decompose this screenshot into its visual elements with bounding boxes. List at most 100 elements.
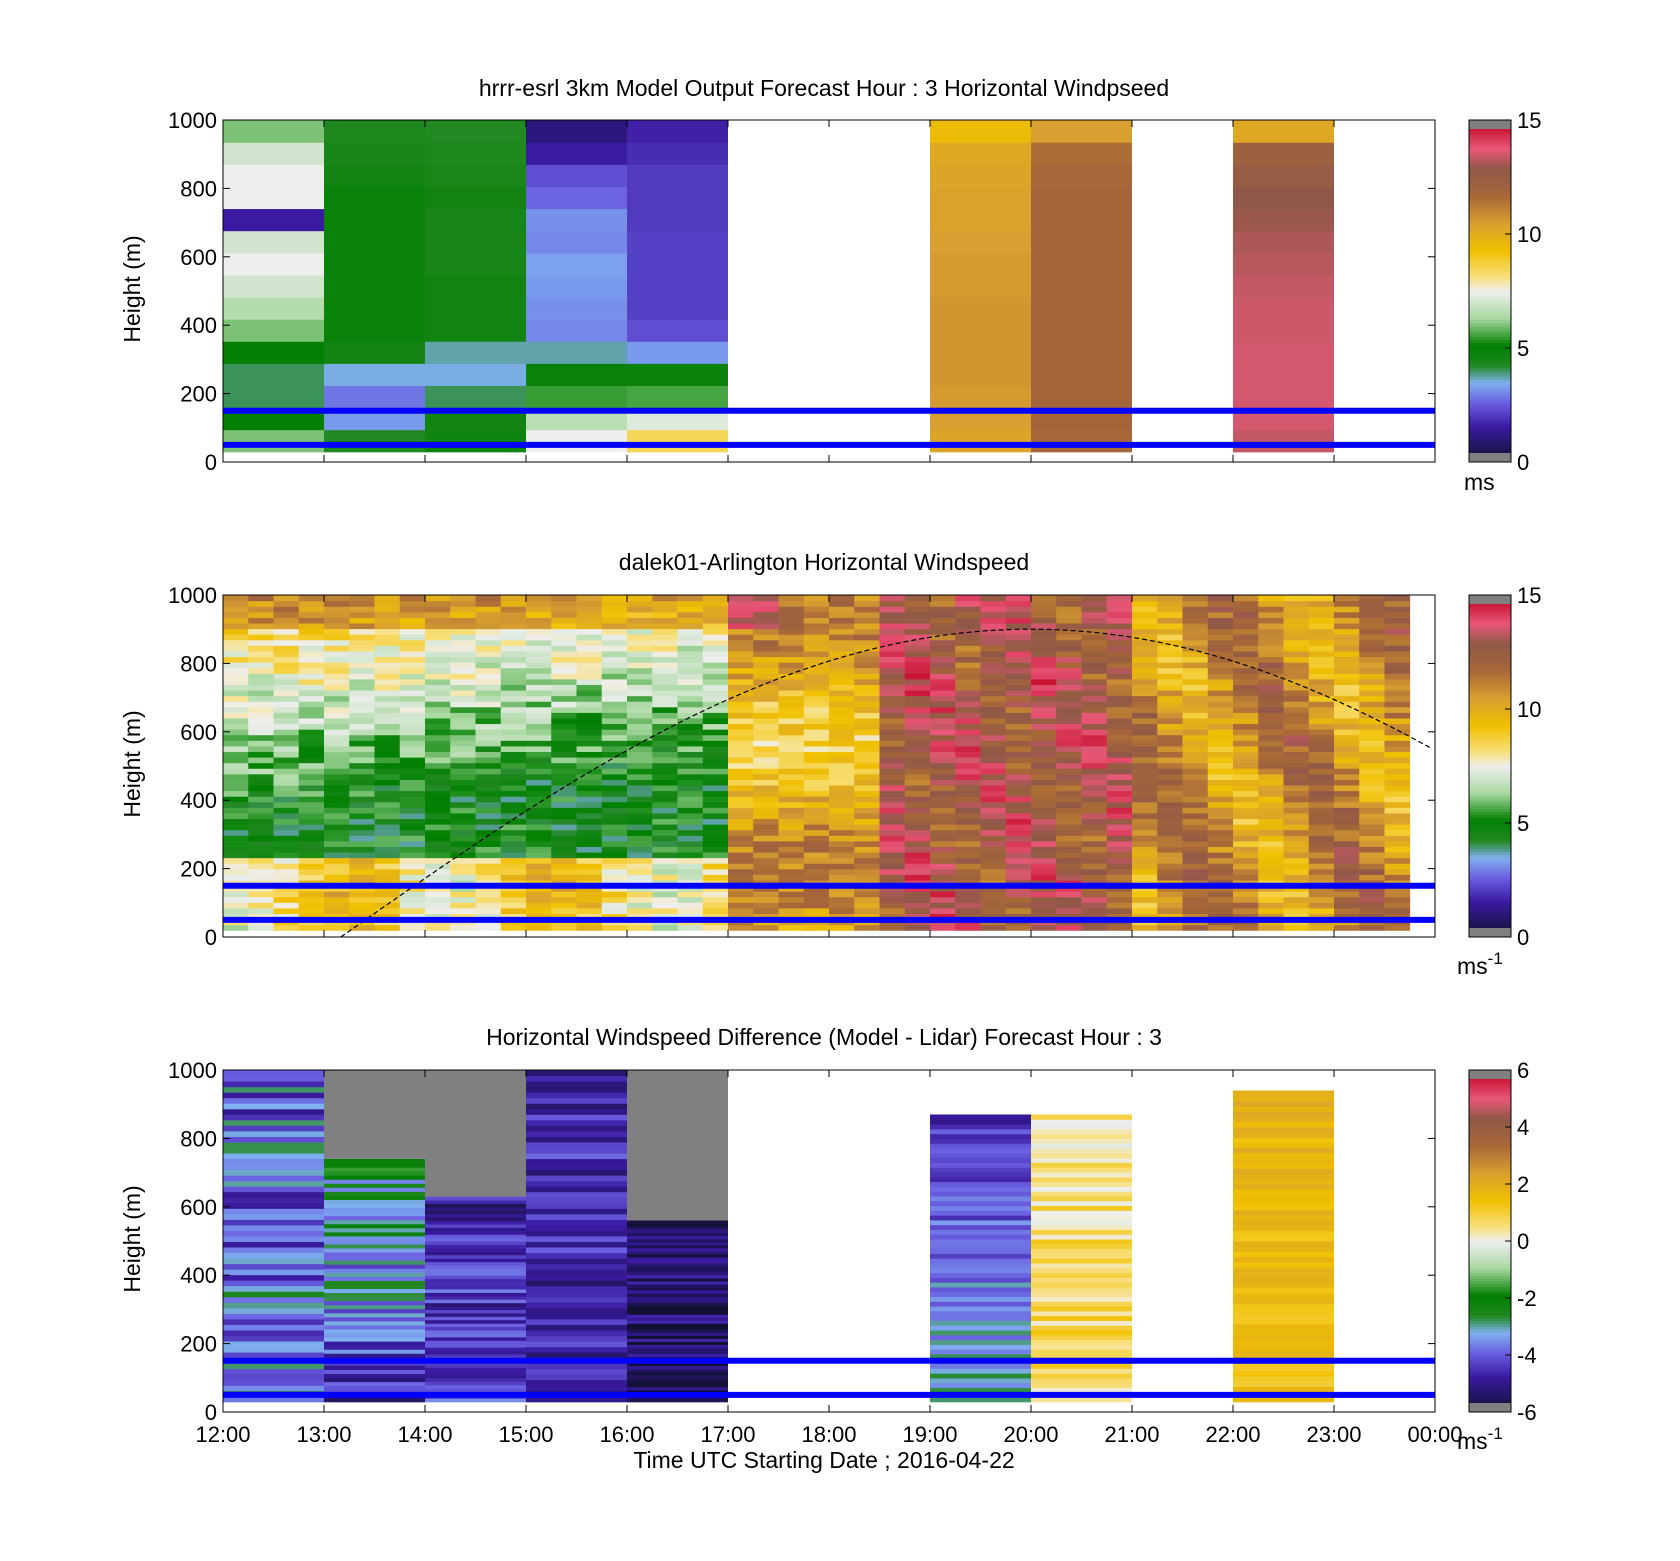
heatmap-cell bbox=[349, 840, 375, 847]
heatmap-cell bbox=[1132, 611, 1158, 618]
heatmap-cell bbox=[298, 756, 325, 764]
colorbar-segment bbox=[1469, 330, 1511, 335]
heatmap-cell bbox=[1334, 723, 1360, 730]
heatmap-cell bbox=[1233, 1116, 1334, 1123]
heatmap-cell bbox=[223, 274, 324, 298]
heatmap-cell bbox=[930, 606, 956, 613]
heatmap-cell bbox=[1308, 734, 1335, 741]
y-tick-label: 400 bbox=[180, 788, 217, 813]
heatmap-cell bbox=[1056, 701, 1082, 708]
heatmap-cell bbox=[576, 902, 603, 909]
heatmap-cell bbox=[601, 896, 628, 903]
heatmap-cell bbox=[248, 818, 274, 825]
heatmap-cell bbox=[248, 673, 274, 680]
heatmap-cell bbox=[425, 617, 451, 624]
colorbar-segment bbox=[1469, 442, 1511, 446]
heatmap-cell bbox=[803, 891, 830, 898]
heatmap-cell bbox=[425, 650, 451, 658]
heatmap-cell bbox=[1031, 1138, 1132, 1144]
heatmap-cell bbox=[803, 701, 830, 708]
heatmap-cell bbox=[1005, 874, 1032, 881]
heatmap-cell bbox=[1258, 634, 1284, 641]
heatmap-cell bbox=[1233, 1240, 1334, 1247]
heatmap-cell bbox=[1031, 1229, 1132, 1235]
heatmap-cell bbox=[702, 689, 729, 697]
heatmap-cell bbox=[1031, 1267, 1132, 1274]
panel-lidar-ylabel: Height (m) bbox=[119, 710, 145, 817]
heatmap-cell bbox=[930, 762, 956, 769]
heatmap-cell bbox=[677, 628, 704, 635]
heatmap-cell bbox=[1384, 812, 1411, 820]
heatmap-cell bbox=[1384, 595, 1411, 602]
heatmap-cell bbox=[1157, 801, 1183, 808]
heatmap-cell bbox=[399, 902, 426, 909]
heatmap-cell bbox=[425, 768, 451, 775]
heatmap-cell bbox=[1258, 779, 1284, 786]
heatmap-cell bbox=[955, 851, 981, 859]
heatmap-cell bbox=[1005, 645, 1032, 652]
heatmap-cell bbox=[854, 812, 880, 820]
heatmap-cell bbox=[1031, 924, 1057, 931]
heatmap-cell bbox=[399, 617, 426, 624]
heatmap-cell bbox=[1106, 768, 1133, 775]
heatmap-cell bbox=[728, 807, 754, 814]
colorbar-tick-label: 15 bbox=[1517, 583, 1541, 608]
heatmap-cell bbox=[1283, 712, 1310, 719]
heatmap-cell bbox=[1359, 656, 1385, 663]
heatmap-cell bbox=[1031, 634, 1057, 641]
heatmap-cell bbox=[1182, 639, 1209, 646]
heatmap-cell bbox=[526, 857, 552, 864]
heatmap-cell bbox=[879, 812, 906, 820]
heatmap-cell bbox=[374, 768, 401, 775]
heatmap-cell bbox=[1132, 723, 1158, 730]
heatmap-cell bbox=[1106, 729, 1133, 736]
colorbar-segment bbox=[1469, 436, 1511, 440]
heatmap-cell bbox=[374, 851, 401, 859]
heatmap-cell bbox=[349, 689, 375, 697]
colorbar-frame bbox=[1468, 594, 1512, 938]
heatmap-cell bbox=[1081, 762, 1108, 769]
heatmap-cell bbox=[778, 678, 805, 685]
heatmap-cell bbox=[1106, 634, 1133, 641]
colorbar-segment bbox=[1469, 714, 1511, 719]
colorbar-segment bbox=[1469, 271, 1511, 275]
heatmap-cell bbox=[374, 729, 401, 736]
heatmap-cell bbox=[223, 1346, 324, 1353]
heatmap-cell bbox=[1233, 773, 1259, 780]
colorbar-segment bbox=[1469, 191, 1511, 195]
heatmap-cell bbox=[425, 734, 451, 741]
heatmap-cell bbox=[980, 756, 1007, 764]
heatmap-cell bbox=[1182, 689, 1209, 697]
heatmap-cell bbox=[223, 1280, 324, 1287]
heatmap-cell bbox=[1106, 818, 1133, 825]
heatmap-cell bbox=[1031, 1296, 1132, 1302]
heatmap-cell bbox=[1233, 857, 1259, 864]
heatmap-cell bbox=[1031, 1363, 1132, 1369]
heatmap-cell bbox=[702, 896, 729, 903]
colorbar-segment bbox=[1469, 857, 1511, 861]
heatmap-cell bbox=[324, 628, 350, 635]
heatmap-cell bbox=[601, 907, 628, 915]
heatmap-cell bbox=[955, 734, 981, 741]
heatmap-cell bbox=[854, 645, 880, 652]
heatmap-cell bbox=[500, 891, 527, 898]
heatmap-cell bbox=[627, 667, 653, 674]
heatmap-cell bbox=[1106, 756, 1133, 764]
heatmap-cell bbox=[1283, 891, 1310, 898]
heatmap-cell bbox=[223, 1169, 324, 1176]
heatmap-cell bbox=[1005, 891, 1032, 898]
colorbar-segment bbox=[1469, 345, 1511, 349]
heatmap-cell bbox=[576, 801, 603, 808]
heatmap-cell bbox=[1233, 868, 1259, 875]
heatmap-cell bbox=[374, 600, 401, 607]
heatmap-cell bbox=[1384, 734, 1411, 741]
colorbar-segment bbox=[1469, 1235, 1511, 1239]
heatmap-cell bbox=[1056, 807, 1082, 814]
colorbar-segment bbox=[1469, 717, 1511, 721]
heatmap-cell bbox=[1258, 611, 1284, 618]
heatmap-cell bbox=[324, 740, 350, 747]
heatmap-cell bbox=[904, 628, 931, 635]
heatmap-cell bbox=[374, 639, 401, 646]
heatmap-cell bbox=[803, 896, 830, 903]
